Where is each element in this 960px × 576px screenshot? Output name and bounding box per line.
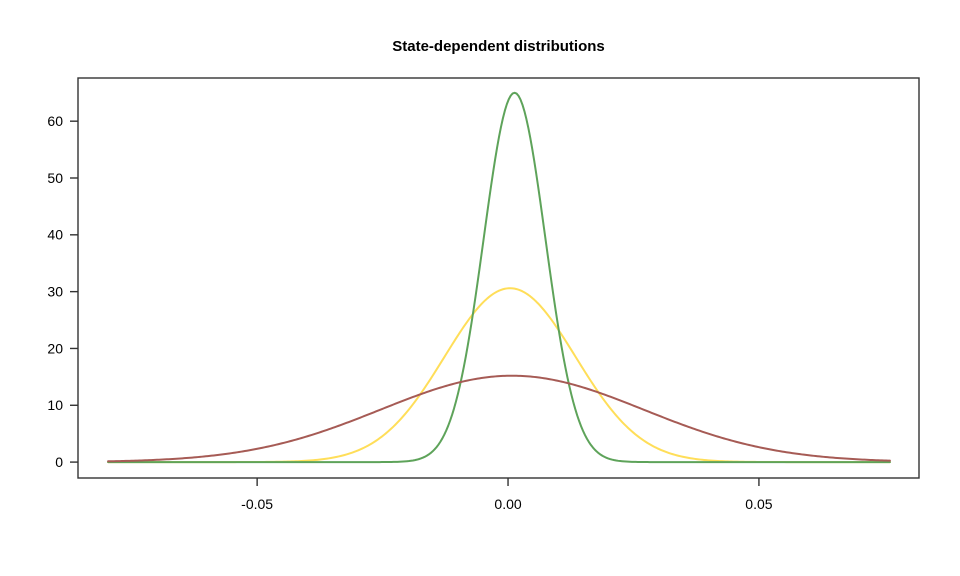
y-axis-tick-label: 40 (47, 227, 63, 243)
density-curve-red-wide-curve (107, 374, 891, 463)
x-axis-tick-label: 0.05 (745, 496, 772, 512)
density-curve-green-narrow-curve (107, 91, 891, 464)
y-axis-tick-label: 10 (47, 397, 63, 413)
plot-box (77, 77, 920, 479)
y-axis-tick-label: 0 (55, 454, 63, 470)
y-axis-tick-label: 20 (47, 340, 63, 356)
y-axis-tick-label: 30 (47, 283, 63, 299)
plot-title: State-dependent distributions (392, 38, 605, 55)
y-axis-tick-label: 60 (47, 113, 63, 129)
y-axis-tick-label: 50 (47, 170, 63, 186)
x-axis-tick-label: 0.00 (494, 496, 521, 512)
x-axis-tick-label: -0.05 (241, 496, 273, 512)
